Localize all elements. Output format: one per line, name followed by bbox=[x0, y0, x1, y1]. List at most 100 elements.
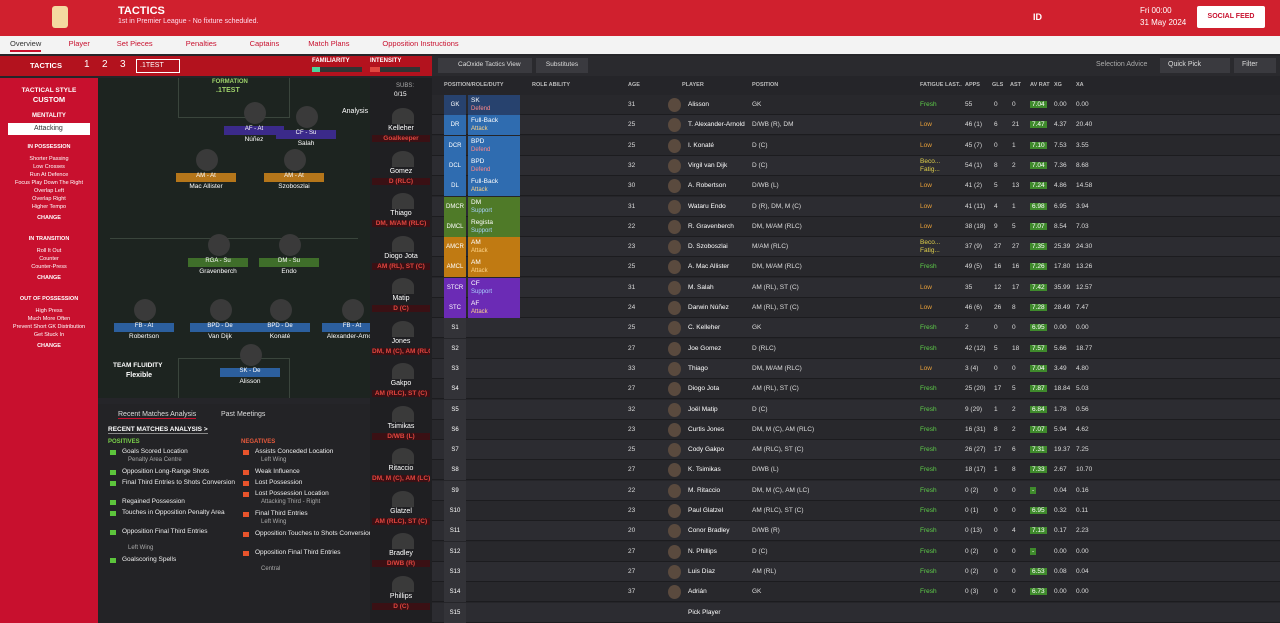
tactic-select[interactable]: .1TEST bbox=[136, 59, 180, 73]
player-name[interactable]: A. Mac Allister bbox=[688, 263, 730, 271]
player-name[interactable]: Thiago bbox=[688, 364, 708, 372]
player-position: M/AM (RLC) bbox=[752, 243, 789, 251]
change-link[interactable]: CHANGE bbox=[37, 275, 61, 281]
assists: 0 bbox=[1012, 486, 1016, 494]
tab[interactable]: Set Pieces bbox=[116, 39, 153, 48]
table-row: DMCR DM Support 31 Wataru Endo D (R), DM, M (… bbox=[432, 196, 1280, 217]
apps: 0 (3) bbox=[965, 588, 979, 596]
player-face bbox=[668, 199, 681, 214]
player-name[interactable]: Adrián bbox=[688, 588, 707, 596]
player-name[interactable]: R. Gravenberch bbox=[688, 222, 734, 230]
player-face bbox=[668, 585, 681, 600]
player-name[interactable]: T. Alexander-Arnold bbox=[688, 121, 745, 129]
subs-count: 0/15 bbox=[394, 91, 407, 98]
average-rating: 7.28 bbox=[1030, 304, 1047, 311]
analysis-tab[interactable]: Past Meetings bbox=[221, 411, 266, 418]
tab[interactable]: Captains bbox=[249, 39, 280, 48]
position-cell: DMCL bbox=[444, 216, 466, 237]
player-position: AM (RLC), ST (C) bbox=[752, 446, 804, 454]
player-name[interactable]: Luis Díaz bbox=[688, 567, 716, 575]
positives-label: POSITIVES bbox=[108, 439, 140, 445]
player-name[interactable]: N. Phillips bbox=[688, 547, 717, 555]
selection-advice[interactable]: Selection Advice bbox=[1096, 61, 1148, 68]
mentality-select[interactable]: Attacking bbox=[8, 123, 90, 135]
tactic-slot[interactable]: 2 bbox=[102, 59, 108, 70]
player-face bbox=[668, 240, 681, 255]
fatigue: Low bbox=[920, 141, 932, 149]
player-name[interactable]: M. Ritaccio bbox=[688, 486, 721, 494]
instruction: Overlap Right bbox=[32, 196, 66, 202]
assists: 2 bbox=[1012, 161, 1016, 169]
average-rating: 6.84 bbox=[1030, 405, 1047, 413]
tab[interactable]: Player bbox=[68, 39, 90, 48]
player-name[interactable]: Pick Player bbox=[688, 608, 721, 616]
change-link[interactable]: CHANGE bbox=[37, 343, 61, 349]
age: 22 bbox=[628, 222, 636, 230]
analysis-tab[interactable]: Recent Matches Analysis bbox=[118, 411, 197, 419]
analysis-panel: Recent Matches Analysis Past Meetings RECE… bbox=[98, 404, 372, 623]
change-link[interactable]: CHANGE bbox=[37, 215, 61, 221]
instruction: Counter-Press bbox=[31, 264, 67, 270]
role-cell: AM Attack bbox=[468, 237, 520, 258]
tactic-slot[interactable]: 1 bbox=[84, 59, 90, 70]
player-name[interactable]: Conor Bradley bbox=[688, 527, 730, 535]
column-header: GLS bbox=[992, 82, 1004, 88]
player-face bbox=[668, 158, 681, 173]
position-cell: S6 bbox=[444, 419, 466, 440]
player-name[interactable]: Virgil van Dijk bbox=[688, 161, 728, 169]
player-name[interactable]: I. Konaté bbox=[688, 141, 715, 149]
player-face bbox=[668, 280, 681, 295]
table-row: S1 25 C. Kelleher GK Fresh 2 0 0 6.95 0.00 0.00 bbox=[432, 318, 1280, 339]
player-name[interactable]: Cody Gakpo bbox=[688, 446, 725, 454]
player-face bbox=[668, 301, 681, 315]
apps: 0 (1) bbox=[965, 507, 979, 514]
player-role: SK - De bbox=[220, 368, 280, 377]
view-select[interactable]: CaOxide Tactics View bbox=[438, 58, 532, 73]
player-name[interactable]: Paul Glatzel bbox=[688, 507, 724, 514]
instruction: Run At Defence bbox=[29, 172, 69, 178]
bullet bbox=[243, 450, 249, 455]
xa: 20.40 bbox=[1076, 121, 1093, 129]
player-name[interactable]: Joe Gomez bbox=[688, 344, 722, 352]
average-rating: 7.47 bbox=[1030, 121, 1047, 129]
column-header: AST bbox=[1010, 82, 1021, 88]
table-row: S10 23 Paul Glatzel AM (RLC), ST (C) Fresh 0 … bbox=[432, 501, 1280, 521]
tab[interactable]: Penalties bbox=[185, 39, 217, 48]
player-name[interactable]: Joël Matip bbox=[688, 405, 718, 413]
apps: 45 (7) bbox=[965, 141, 982, 149]
intensity-bar bbox=[370, 67, 420, 72]
tab[interactable]: Match Plans bbox=[308, 39, 350, 48]
player-name[interactable]: K. Tsimikas bbox=[688, 466, 721, 474]
player-name[interactable]: A. Robertson bbox=[688, 182, 726, 190]
header-id[interactable]: ID bbox=[1033, 12, 1042, 22]
tactic-slot[interactable]: 3 bbox=[120, 59, 126, 70]
age: 33 bbox=[628, 364, 636, 372]
instruction: High Press bbox=[35, 308, 63, 314]
player-name[interactable]: C. Kelleher bbox=[688, 324, 721, 332]
player-name: Gravenberch bbox=[199, 268, 237, 275]
player-name[interactable]: Alisson bbox=[688, 101, 709, 108]
social-feed-button[interactable]: SOCIAL FEED bbox=[1197, 6, 1265, 28]
player-name[interactable]: Diogo Jota bbox=[688, 385, 720, 393]
fluidity-value: Flexible bbox=[126, 372, 153, 379]
filter[interactable]: Filter bbox=[1234, 58, 1276, 73]
tab[interactable]: Opposition Instructions bbox=[382, 39, 459, 48]
quick-pick[interactable]: Quick Pick bbox=[1160, 58, 1230, 73]
fatigue: Fresh bbox=[920, 385, 937, 393]
player-name[interactable]: D. Szoboszlai bbox=[688, 243, 728, 251]
analysis-link[interactable]: Analysis bbox=[342, 108, 369, 115]
detail: Attacking Third - Right bbox=[261, 499, 321, 505]
player-name[interactable]: Curtis Jones bbox=[688, 425, 725, 433]
sub-position: DM, M/AM (RLC) bbox=[372, 220, 430, 227]
player-name[interactable]: Wataru Endo bbox=[688, 202, 726, 210]
fatigue: Fresh bbox=[920, 588, 937, 596]
fatigue: Fresh bbox=[920, 405, 937, 413]
player-position: D (C) bbox=[752, 405, 768, 413]
player-name[interactable]: Darwin Núñez bbox=[688, 304, 729, 311]
fatigue: Fresh bbox=[920, 344, 937, 352]
age: 25 bbox=[628, 141, 636, 149]
sub-position: D/WB (L) bbox=[372, 432, 430, 440]
tab[interactable]: Overview bbox=[10, 39, 42, 52]
player-name[interactable]: M. Salah bbox=[688, 283, 714, 291]
substitutes-button[interactable]: Substitutes bbox=[536, 58, 588, 73]
